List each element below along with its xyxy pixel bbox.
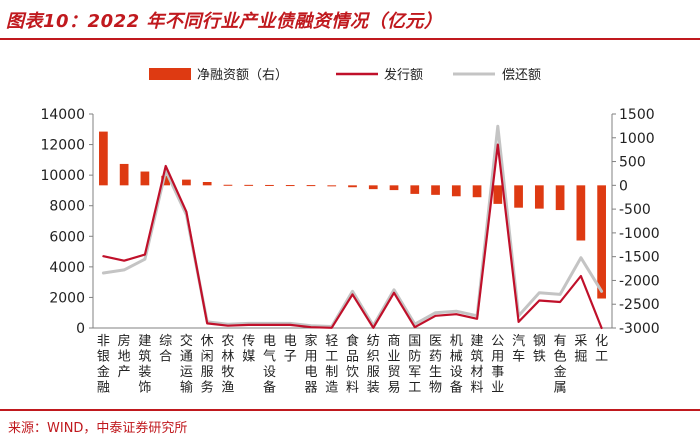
net-financing-bar xyxy=(202,182,212,186)
category-label: 采掘 xyxy=(574,334,587,365)
net-financing-bar xyxy=(451,185,461,197)
category-label: 食品饮料 xyxy=(346,333,359,396)
right-tick-label: -3000 xyxy=(619,321,660,337)
net-financing-bar xyxy=(327,185,337,187)
net-financing-bar xyxy=(265,184,274,186)
right-axis: -3000 -2500 -2000 -1500 -1000 -500 0 500 1000 150… xyxy=(611,107,660,337)
legend-label-net: 净融资额（右） xyxy=(197,68,288,83)
net-financing-bar xyxy=(493,185,503,204)
net-financing-bar xyxy=(119,163,129,186)
left-tick-label: 4000 xyxy=(49,260,85,276)
net-financing-bar xyxy=(223,184,233,186)
legend: 净融资额（右） 发行额 偿还额 xyxy=(149,67,541,83)
net-financing-bar xyxy=(472,185,482,198)
net-financing-bars xyxy=(99,131,606,299)
category-label: 房地产 xyxy=(118,333,131,380)
category-label: 公用事业 xyxy=(491,334,504,396)
category-label: 化工 xyxy=(595,334,608,365)
net-financing-bar xyxy=(244,184,254,186)
net-financing-bar xyxy=(348,185,357,188)
right-tick-label: 500 xyxy=(619,155,646,171)
category-label: 医药生物 xyxy=(429,334,442,396)
title-underline xyxy=(0,38,700,40)
category-label: 电子 xyxy=(284,334,297,365)
source-note: 来源：WIND，中泰证券研究所 xyxy=(8,421,188,436)
right-tick-label: 0 xyxy=(619,178,628,194)
left-axis: 0 2000 4000 6000 8000 10000 12000 14000 xyxy=(40,107,612,337)
right-tick-label: -500 xyxy=(619,202,651,218)
left-tick-label: 2000 xyxy=(49,290,85,306)
net-financing-bar xyxy=(514,185,523,208)
net-financing-bar xyxy=(534,185,544,209)
category-label: 机械设备 xyxy=(450,334,463,396)
legend-swatch-net xyxy=(149,68,191,80)
category-label: 钢铁 xyxy=(533,334,546,365)
footer-divider xyxy=(0,409,700,411)
category-label: 交通运输 xyxy=(180,333,193,396)
left-tick-label: 14000 xyxy=(40,107,85,123)
category-label: 轻工制造 xyxy=(325,334,338,396)
net-financing-bar xyxy=(99,131,108,186)
category-label: 建筑材料 xyxy=(471,334,484,396)
category-label: 汽车 xyxy=(512,334,525,365)
category-label: 综合 xyxy=(159,334,172,365)
net-financing-bar xyxy=(368,185,378,190)
industry-financing-chart: 净融资额（右） 发行额 偿还额 02000400060008000100001200… xyxy=(40,67,660,396)
net-financing-bar xyxy=(555,185,565,211)
category-labels: 非银金融房地产建筑装饰综合交通运输休闲服务农林牧渔传媒电气设备电子家用电器轻工制… xyxy=(97,333,608,396)
chart-title: 图表10：2022 年不同行业产业债融资情况（亿元） xyxy=(6,11,443,32)
legend-label-issue: 发行额 xyxy=(384,67,423,83)
net-financing-bar xyxy=(140,171,150,186)
net-financing-bar xyxy=(182,179,191,186)
left-tick-label: 6000 xyxy=(49,229,85,245)
right-tick-label: 1500 xyxy=(619,107,655,123)
category-label: 国防军工 xyxy=(408,334,421,396)
issuance-line xyxy=(102,143,603,330)
category-label: 商业贸易 xyxy=(388,334,401,396)
net-financing-bar xyxy=(161,175,171,186)
left-tick-label: 10000 xyxy=(40,168,85,184)
category-label: 非银金融 xyxy=(97,334,110,396)
category-label: 休闲服务 xyxy=(201,334,214,396)
right-tick-label: -2000 xyxy=(619,273,660,289)
left-tick-label: 8000 xyxy=(49,199,85,215)
net-financing-bar xyxy=(431,185,440,195)
category-label: 建筑装饰 xyxy=(138,334,151,396)
issue-repay-lines xyxy=(101,124,604,330)
net-financing-bar xyxy=(285,185,295,187)
net-financing-bar xyxy=(576,185,586,241)
net-financing-bar xyxy=(389,185,399,191)
right-tick-label: -1500 xyxy=(619,250,660,266)
category-label: 电气设备 xyxy=(263,334,276,396)
legend-label-repay: 偿还额 xyxy=(502,68,541,83)
category-label: 有色金属 xyxy=(554,334,567,396)
category-label: 农林牧渔 xyxy=(221,334,234,396)
net-financing-bar xyxy=(410,185,420,194)
left-tick-label: 12000 xyxy=(40,138,85,154)
category-label: 纺织服装 xyxy=(367,334,380,396)
left-tick-label: 0 xyxy=(76,321,85,337)
category-label: 传媒 xyxy=(242,334,255,365)
right-tick-label: -1000 xyxy=(619,226,660,242)
net-financing-bar xyxy=(597,185,606,299)
right-tick-label: 1000 xyxy=(619,131,655,147)
category-label: 家用电器 xyxy=(304,333,317,396)
right-tick-label: -2500 xyxy=(619,297,660,313)
net-financing-bar xyxy=(306,185,316,187)
